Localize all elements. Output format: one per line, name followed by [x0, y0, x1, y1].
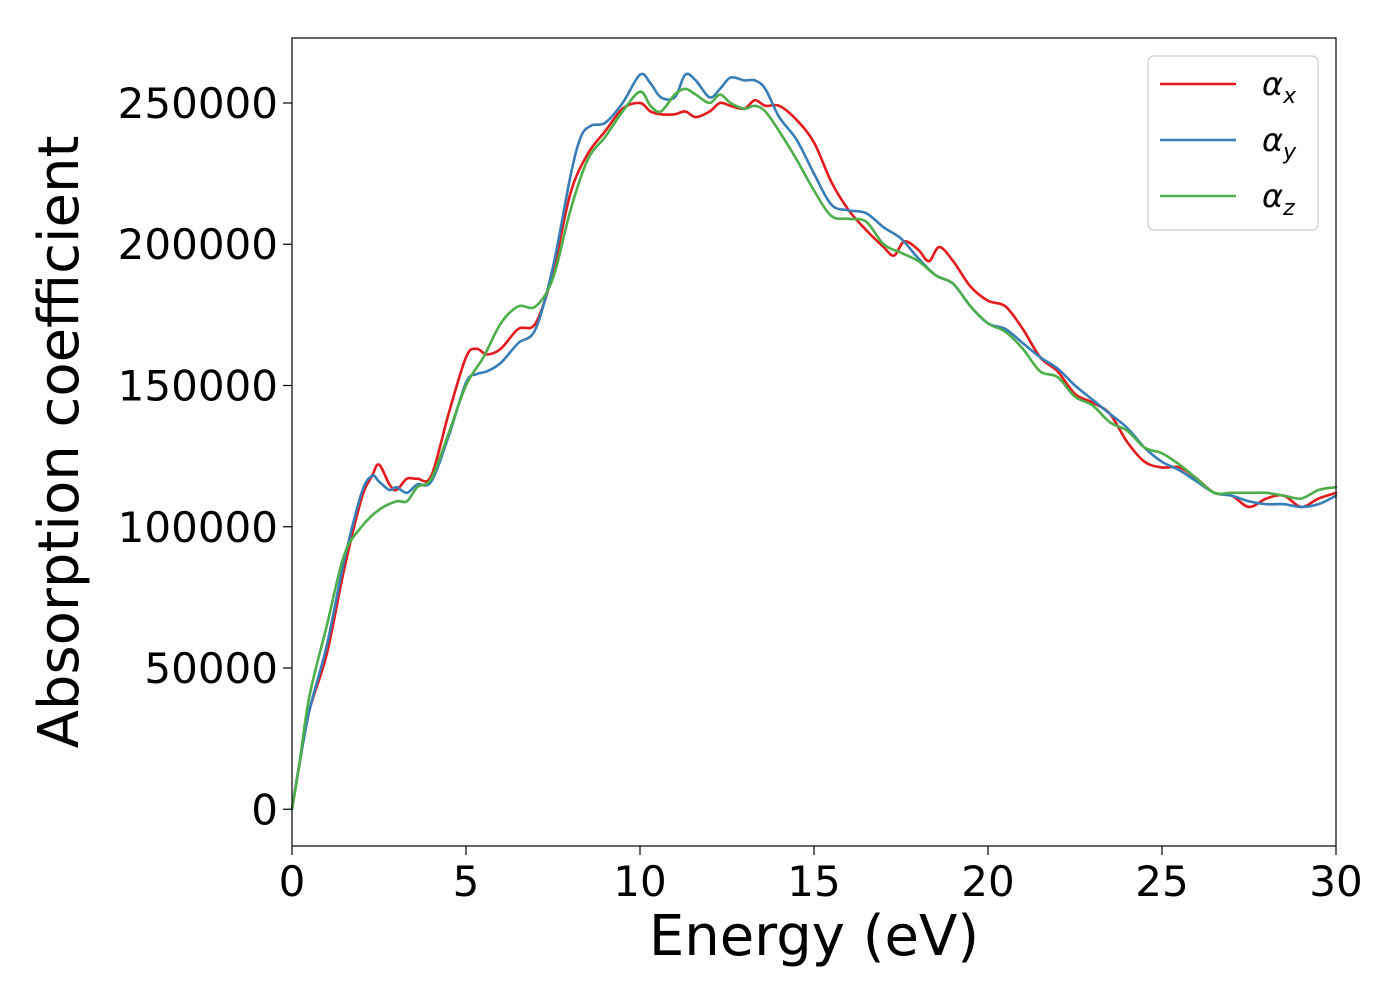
x-tick-label: 10: [613, 857, 666, 906]
y-tick-label: 150000: [118, 361, 278, 410]
y-tick-label: 0: [251, 785, 278, 834]
series-layer: [290, 72, 1338, 811]
x-axis-label: Energy (eV): [649, 904, 979, 969]
x-tick-label: 5: [453, 857, 480, 906]
y-axis-label: Absorption coefficient: [27, 136, 92, 749]
x-tick-label: 20: [961, 857, 1014, 906]
y-axis-ticks: 0 50000 100000 150000 200000 250000: [118, 79, 292, 834]
y-tick-label: 50000: [144, 644, 278, 693]
x-tick-label: 15: [787, 857, 840, 906]
y-tick-label: 200000: [118, 220, 278, 269]
y-tick-label: 250000: [118, 79, 278, 128]
x-tick-label: 0: [279, 857, 306, 906]
y-tick-label: 100000: [118, 503, 278, 552]
series-line-alpha-x: [290, 98, 1338, 811]
x-tick-label: 25: [1135, 857, 1188, 906]
x-tick-label: 30: [1309, 857, 1362, 906]
legend-box: [1147, 55, 1319, 231]
series-line-alpha-z: [290, 87, 1338, 811]
x-axis-ticks: 0 5 10 15 20 25 30: [279, 846, 1363, 906]
